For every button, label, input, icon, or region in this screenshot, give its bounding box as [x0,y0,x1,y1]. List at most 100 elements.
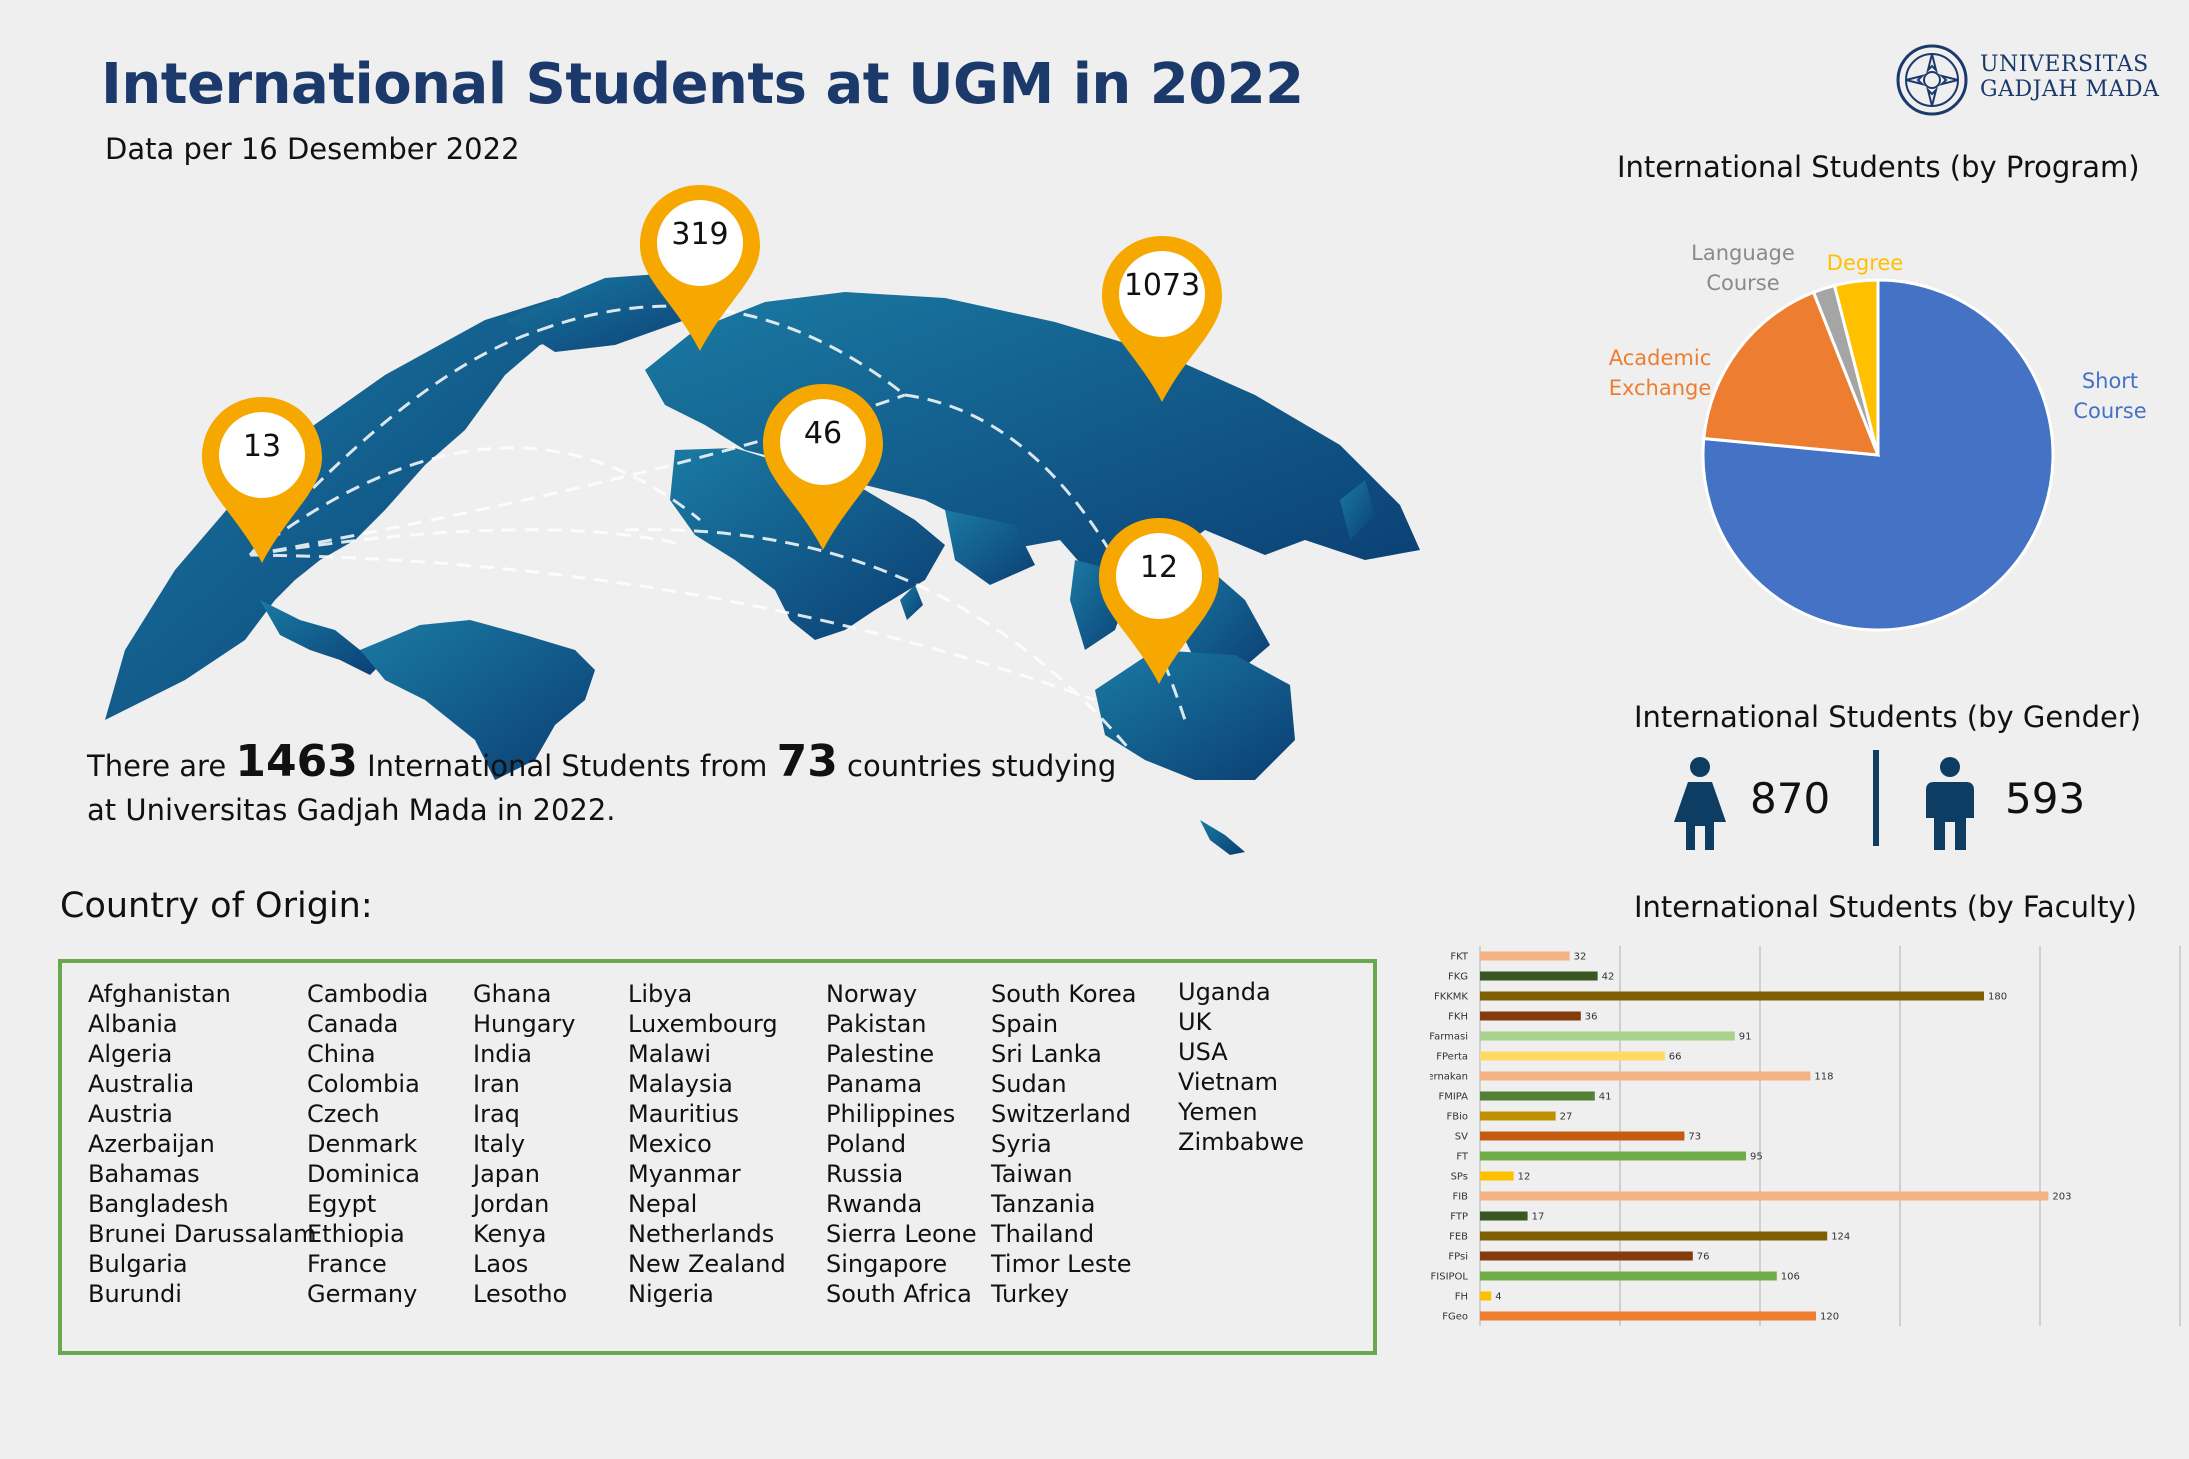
country-list-box: Afghanistan Albania Algeria Australia Au… [58,959,1377,1355]
summary-text: There are 1463 International Students fr… [87,740,1207,832]
madagascar [900,585,923,620]
country-item: Nigeria [628,1280,714,1308]
pie-label-line: Short [2082,369,2138,393]
category-label: FGeo [1442,1312,1468,1323]
country-item: Zimbabwe [1178,1128,1305,1156]
value-label: 41 [1599,1092,1612,1103]
country-item: Vietnam [1178,1068,1279,1096]
country-item: Japan [473,1160,540,1188]
country-column-1: Afghanistan Albania Algeria Australia Au… [88,979,317,1309]
country-item: Libya [628,980,693,1008]
value-label: 180 [1988,992,2007,1003]
value-label: 118 [1814,1072,1833,1083]
category-label: SV [1455,1132,1468,1143]
gender-panel: 870 593 [1670,750,2170,860]
pie-slice-label: Language Course [1691,241,1795,295]
bar-ftp [1480,1211,1528,1221]
value-label: 17 [1532,1212,1545,1223]
value-label: 95 [1750,1152,1763,1163]
bar-fkt [1480,951,1570,961]
male-count: 593 [2005,774,2086,823]
logo-line-1: UNIVERSITAS [1980,52,2149,77]
pie-slice-label: Short Course [2073,369,2146,423]
country-item: South Africa [826,1280,972,1308]
category-label: FKH [1448,1012,1468,1023]
map-pin-europe[interactable]: 319 [636,183,764,353]
country-item: Mauritius [628,1100,739,1128]
page-subtitle: Data per 16 Desember 2022 [105,132,520,166]
bar-sv [1480,1131,1685,1141]
arabia [945,510,1035,585]
country-item: Germany [307,1280,418,1308]
bar-fib [1480,1191,2049,1201]
summary-part-2: International Students from [367,749,768,783]
pin-value: 13 [242,429,282,464]
country-item: Austria [88,1100,173,1128]
bar-sps [1480,1171,1514,1181]
bar-fgeo [1480,1311,1816,1321]
map-pin-americas[interactable]: 13 [198,395,326,565]
bar-fpsi [1480,1251,1693,1261]
new-zealand [1200,820,1245,855]
country-column-7: Uganda UK USA Vietnam Yemen Zimbabwe [1178,977,1304,1157]
country-item: Turkey [991,1280,1070,1308]
pie-slice-degree [1832,278,1880,456]
pie-label-line: Course [2073,399,2146,423]
map-pin-africa[interactable]: 46 [759,382,887,552]
country-item: Bulgaria [88,1250,188,1278]
country-item: Brunei Darussalam [88,1220,317,1248]
faculty-chart-title: International Students (by Faculty) [1634,890,2137,924]
pie-slice-label: Degree [1827,251,1903,275]
country-item: Afghanistan [88,980,231,1008]
north-america [105,298,605,720]
category-label: FMIPA [1438,1092,1468,1103]
country-item: Panama [826,1070,923,1098]
male-person-icon [1926,757,1974,850]
category-label: FISIPOL [1431,1272,1469,1283]
gender-divider [1873,750,1879,846]
country-item: Sierra Leone [826,1220,977,1248]
location-pin-icon [1099,518,1219,684]
map-pin-asia[interactable]: 1073 [1098,234,1226,404]
pin-value: 46 [803,416,843,451]
value-label: 73 [1688,1132,1701,1143]
country-item: Egypt [307,1190,377,1218]
value-label: 12 [1518,1172,1531,1183]
bar-fkg [1480,971,1598,981]
pie-label-line: Course [1706,271,1779,295]
map-pin-oceania[interactable]: 12 [1095,516,1223,686]
university-name: UNIVERSITAS GADJAH MADA [1980,52,2159,102]
summary-part-3: countries studying [847,749,1117,783]
pie-label-line: Language [1691,241,1795,265]
bar-fisipol [1480,1271,1777,1281]
value-label: 120 [1820,1312,1839,1323]
pin-value: 1073 [1123,268,1201,303]
bar-farmasi [1480,1031,1735,1041]
bar-fmipa [1480,1091,1595,1101]
country-item: Netherlands [628,1220,775,1248]
country-item: Czech [307,1100,380,1128]
country-item: China [307,1040,376,1068]
pie-label-line: Exchange [1609,376,1712,400]
country-item: Norway [826,980,918,1008]
pin-value: 12 [1139,550,1179,585]
summary-part-4: at Universitas Gadjah Mada in 2022. [87,793,616,827]
country-item: Poland [826,1130,907,1158]
category-label: SPs [1451,1172,1468,1183]
bar-ft [1480,1151,1746,1161]
country-item: Italy [473,1130,526,1158]
location-pin-icon [640,185,760,351]
value-label: 4 [1495,1292,1501,1303]
country-item: Singapore [826,1250,948,1278]
total-students: 1463 [235,736,358,787]
category-label: FTP [1450,1212,1468,1223]
value-label: 27 [1560,1112,1573,1123]
country-item: UK [1178,1008,1212,1036]
bar-grid [1479,946,2181,1326]
country-item: South Korea [991,980,1137,1008]
pie-slice-label: Academic Exchange [1609,346,1712,400]
country-item: Jordan [473,1190,550,1218]
country-item: New Zealand [628,1250,786,1278]
pie-label-line: Degree [1827,251,1903,275]
country-item: Rwanda [826,1190,923,1218]
